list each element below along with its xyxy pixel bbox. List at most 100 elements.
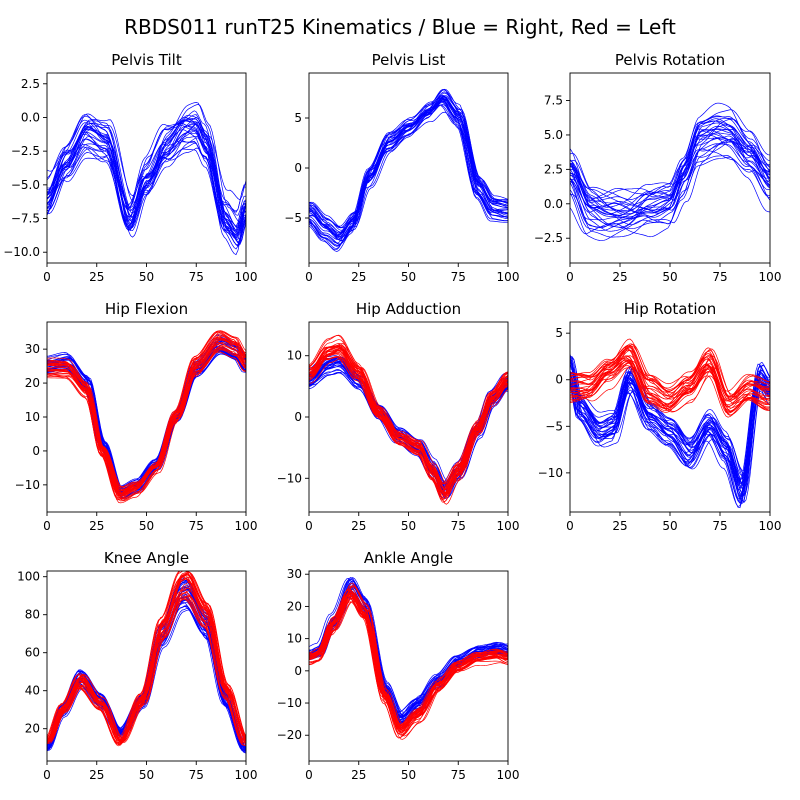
x-tick-label-ankle-angle: 75 <box>451 768 466 782</box>
y-tick-label-hip-flexion: 0 <box>32 444 40 458</box>
y-tick-label-pelvis-list: 0 <box>294 161 302 175</box>
x-tick-label-hip-flexion: 75 <box>189 519 204 533</box>
panel-lines-pelvis-list <box>309 88 508 252</box>
series-line-left-ankle-angle <box>309 582 508 736</box>
x-tick-label-ankle-angle: 25 <box>351 768 366 782</box>
series-line-left-hip-rotation <box>570 359 770 412</box>
series-line-right-pelvis-rotation <box>570 155 770 238</box>
series-line-right-pelvis-list <box>309 99 508 229</box>
x-tick-label-knee-angle: 25 <box>89 768 104 782</box>
panel-pelvis-tilt: Pelvis Tilt 0 25 50 75 100 2.5 0.0 −2.5 −5.0 −7.5 −… <box>3 51 257 284</box>
series-line-right-hip-rotation <box>570 362 770 480</box>
series-line-left-hip-flexion <box>47 331 246 494</box>
x-tick-label-pelvis-list: 25 <box>351 270 366 284</box>
series-line-right-hip-rotation <box>570 372 770 496</box>
x-tick-label-hip-adduction: 0 <box>305 519 313 533</box>
series-line-left-hip-rotation <box>570 360 770 414</box>
series-line-right-pelvis-rotation <box>570 128 770 218</box>
series-line-left-ankle-angle <box>309 584 508 734</box>
series-line-left-hip-flexion <box>47 342 246 500</box>
y-tick-label-ankle-angle: 0 <box>294 664 302 678</box>
panel-lines-hip-flexion <box>47 330 246 504</box>
x-tick-label-hip-adduction: 100 <box>497 519 520 533</box>
series-line-right-hip-rotation <box>570 379 770 507</box>
x-tick-label-ankle-angle: 100 <box>497 768 520 782</box>
x-tick-label-hip-adduction: 50 <box>401 519 416 533</box>
x-tick-label-hip-adduction: 25 <box>351 519 366 533</box>
panel-title-pelvis-rotation: Pelvis Rotation <box>615 51 725 69</box>
y-tick-label-pelvis-rotation: −2.5 <box>534 231 563 245</box>
series-line-right-pelvis-rotation <box>570 148 770 230</box>
series-line-left-ankle-angle <box>309 600 508 729</box>
x-tick-label-pelvis-rotation: 75 <box>712 270 727 284</box>
series-line-left-hip-rotation <box>570 358 770 407</box>
y-tick-label-hip-flexion: −10 <box>15 478 40 492</box>
y-tick-label-pelvis-tilt: −5.0 <box>11 178 40 192</box>
x-tick-label-hip-rotation: 25 <box>612 519 627 533</box>
y-tick-label-pelvis-list: 5 <box>294 111 302 125</box>
x-tick-label-hip-adduction: 75 <box>451 519 466 533</box>
panel-title-hip-adduction: Hip Adduction <box>356 300 461 318</box>
series-line-left-ankle-angle <box>309 589 508 727</box>
series-line-right-pelvis-rotation <box>570 124 770 217</box>
series-line-right-pelvis-rotation <box>570 125 770 226</box>
series-line-left-ankle-angle <box>309 596 508 728</box>
x-tick-label-pelvis-tilt: 100 <box>235 270 258 284</box>
x-tick-label-hip-rotation: 100 <box>759 519 782 533</box>
series-line-left-hip-rotation <box>570 359 770 411</box>
y-tick-label-ankle-angle: −20 <box>277 728 302 742</box>
panel-title-pelvis-list: Pelvis List <box>372 51 446 69</box>
series-line-left-hip-adduction <box>309 350 508 500</box>
series-line-left-hip-rotation <box>570 344 770 397</box>
series-line-right-pelvis-rotation <box>570 143 770 228</box>
y-tick-label-pelvis-tilt: 0.0 <box>21 110 40 124</box>
series-line-left-hip-flexion <box>47 338 246 502</box>
series-line-right-ankle-angle <box>309 579 508 717</box>
x-tick-label-pelvis-rotation: 100 <box>759 270 782 284</box>
figure-title: RBDS011 runT25 Kinematics / Blue = Right… <box>124 15 676 39</box>
x-tick-label-pelvis-tilt: 75 <box>189 270 204 284</box>
x-tick-label-pelvis-rotation: 25 <box>612 270 627 284</box>
series-line-left-hip-adduction <box>309 353 508 485</box>
series-line-left-knee-angle <box>47 571 246 740</box>
y-tick-label-knee-angle: 20 <box>25 722 40 736</box>
series-line-right-hip-rotation <box>570 361 770 480</box>
series-line-right-hip-rotation <box>570 364 770 475</box>
panel-title-knee-angle: Knee Angle <box>104 549 189 567</box>
y-tick-label-knee-angle: 40 <box>25 684 40 698</box>
x-tick-label-hip-rotation: 0 <box>566 519 574 533</box>
x-tick-label-pelvis-tilt: 25 <box>89 270 104 284</box>
y-tick-label-knee-angle: 60 <box>25 646 40 660</box>
series-line-right-pelvis-tilt <box>47 102 246 234</box>
y-tick-label-hip-adduction: 0 <box>294 410 302 424</box>
panel-title-ankle-angle: Ankle Angle <box>364 549 453 567</box>
series-line-right-pelvis-list <box>309 88 508 242</box>
panel-lines-hip-rotation <box>570 338 770 509</box>
series-line-right-hip-rotation <box>570 375 770 504</box>
panel-title-hip-flexion: Hip Flexion <box>105 300 188 318</box>
x-tick-label-pelvis-rotation: 50 <box>662 270 677 284</box>
series-line-right-pelvis-rotation <box>570 137 770 231</box>
y-tick-label-pelvis-rotation: 0.0 <box>544 197 563 211</box>
x-tick-label-hip-rotation: 75 <box>712 519 727 533</box>
y-tick-label-pelvis-list: −5 <box>284 211 302 225</box>
y-tick-label-ankle-angle: 10 <box>287 632 302 646</box>
series-line-left-hip-rotation <box>570 365 770 416</box>
y-tick-label-hip-adduction: −10 <box>277 471 302 485</box>
x-tick-label-hip-flexion: 100 <box>235 519 258 533</box>
series-line-right-hip-rotation <box>570 356 770 489</box>
y-tick-label-ankle-angle: −10 <box>277 696 302 710</box>
series-line-left-knee-angle <box>47 576 246 744</box>
series-line-right-pelvis-tilt <box>47 129 246 237</box>
series-line-left-hip-rotation <box>570 348 770 408</box>
x-tick-label-hip-flexion: 50 <box>139 519 154 533</box>
x-tick-label-knee-angle: 0 <box>43 768 51 782</box>
panel-knee-angle: Knee Angle 0 25 50 75 100 100 80 60 40 20 <box>17 549 257 782</box>
series-line-right-pelvis-rotation <box>570 128 770 216</box>
series-line-left-ankle-angle <box>309 585 508 737</box>
x-tick-label-knee-angle: 100 <box>235 768 258 782</box>
series-line-left-hip-rotation <box>570 345 770 392</box>
